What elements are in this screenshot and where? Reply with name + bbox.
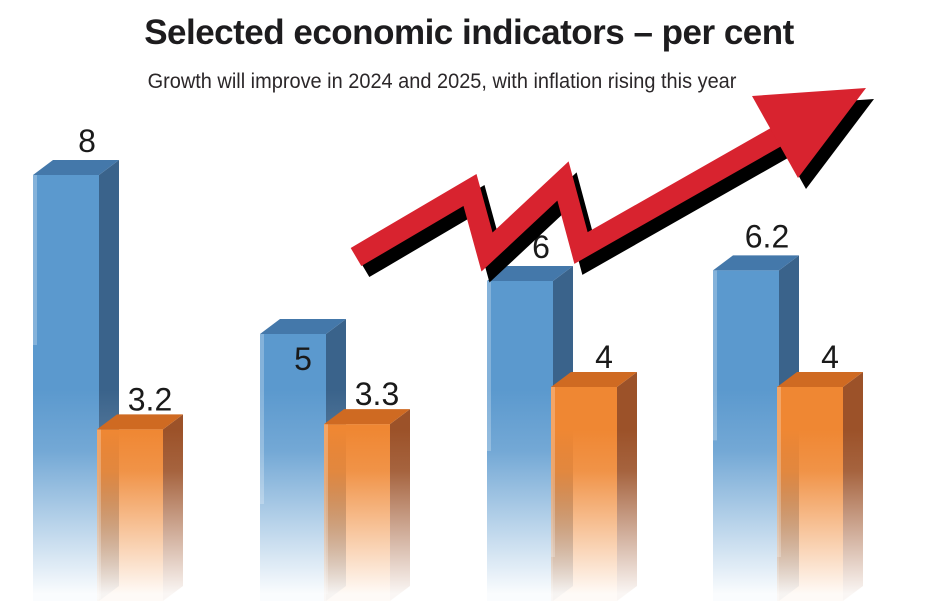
chart-subtitle: Growth will improve in 2024 and 2025, wi… — [147, 70, 737, 93]
orange-bar-3-front-face — [551, 387, 617, 601]
orange-bar-4-front-face — [777, 387, 843, 601]
orange-bar-4-side-face — [843, 372, 863, 601]
blue-bar-4-top-face — [713, 255, 799, 271]
orange-bar-2-value-label: 3.3 — [355, 376, 399, 412]
orange-bar-3 — [551, 372, 637, 601]
trend-arrow-annotation — [350, 88, 874, 283]
blue-bar-1-edge-highlight — [33, 175, 37, 345]
orange-bar-4-edge-highlight — [777, 387, 781, 557]
trend-arrow-head — [752, 88, 866, 178]
chart-title: Selected economic indicators – per cent — [144, 13, 794, 52]
blue-bar-4-front-face — [713, 270, 779, 601]
orange-bar-1 — [97, 414, 183, 601]
orange-bar-2 — [324, 409, 410, 601]
orange-bar-1-side-face — [163, 414, 183, 601]
orange-bar-3-top-face — [551, 372, 637, 387]
blue-bar-2-front-face — [260, 334, 326, 601]
orange-bar-4-top-face — [777, 372, 863, 387]
blue-bar-2-edge-highlight — [260, 334, 264, 504]
orange-bar-2-front-face — [324, 424, 390, 601]
blue-bar-3-top-face — [487, 266, 573, 281]
orange-bar-1-value-label: 3.2 — [128, 381, 172, 417]
orange-bar-4-value-label: 4 — [821, 339, 839, 375]
orange-bar-2-top-face — [324, 409, 410, 425]
orange-bar-3-value-label: 4 — [595, 339, 613, 375]
orange-bar-3-edge-highlight — [551, 387, 555, 557]
blue-bar-1-front-face — [33, 175, 99, 601]
orange-bar-3-side-face — [617, 372, 637, 601]
orange-bar-1-edge-highlight — [97, 429, 101, 600]
orange-bar-1-top-face — [97, 414, 183, 430]
orange-bar-2-side-face — [390, 409, 410, 601]
blue-bar-1-value-label: 8 — [78, 123, 96, 159]
blue-bar-3-front-face — [487, 281, 553, 601]
orange-bar-4 — [777, 372, 863, 601]
trend-arrow-shaft — [350, 122, 791, 272]
orange-bar-2-edge-highlight — [324, 424, 328, 595]
trend-arrow-shadow-shaft — [358, 133, 799, 283]
blue-bar-4-edge-highlight — [713, 270, 717, 441]
blue-bar-2-value-label: 5 — [294, 341, 312, 377]
blue-bar-2-top-face — [260, 319, 346, 334]
blue-bar-3 — [487, 266, 573, 601]
blue-bar-3-edge-highlight — [487, 281, 491, 451]
blue-bar-1-top-face — [33, 160, 119, 175]
blue-bar-4-value-label: 6.2 — [745, 218, 789, 254]
orange-bar-1-front-face — [97, 429, 163, 601]
